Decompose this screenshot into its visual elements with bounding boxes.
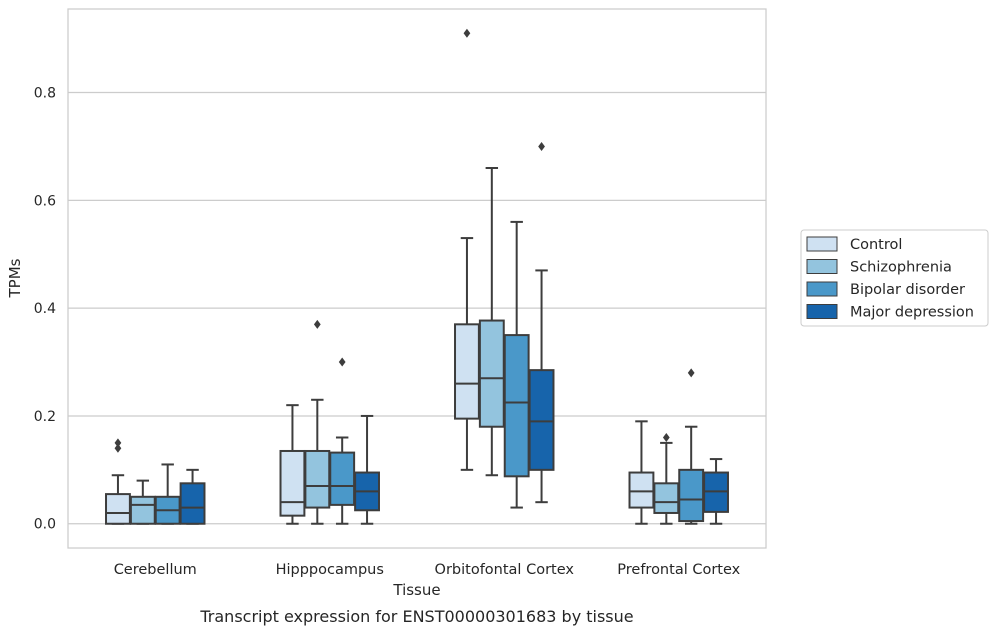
y-tick-label: 0.2 [34,409,56,425]
legend-swatch [806,259,838,274]
x-tick-label: Orbitofontal Cortex [435,562,575,578]
outlier-point [114,438,122,448]
legend-entry-label: Bipolar disorder [850,282,965,298]
box-orbitofontal-cortex-major-depression [528,141,555,504]
outlier-point [463,28,471,38]
box-hipppocampus-schizophrenia [304,319,331,525]
y-tick-label: 0.8 [34,86,56,102]
box-iqr [304,449,331,509]
box-hipppocampus-major-depression [354,414,380,525]
plot-frame [67,8,767,549]
outlier-point [313,319,321,329]
x-tick-label: Cerebellum [114,562,197,578]
legend-entry-label: Major depression [850,305,974,321]
outlier-point [538,141,545,151]
legend-entry-label: Schizophrenia [850,260,952,276]
y-tick-label: 0.0 [34,517,56,533]
box-iqr [628,471,655,509]
legend-swatch [806,304,838,319]
box-iqr [478,319,505,428]
box-iqr [279,449,306,517]
box-iqr [653,482,680,514]
box-prefrontal-cortex-schizophrenia [653,433,680,525]
legend-entry-label: Control [850,237,902,253]
box-iqr [105,493,131,525]
legend-swatch [806,281,838,297]
y-tick-label: 0.4 [34,301,56,317]
chart-caption: Transcript expression for ENST0000030168… [199,607,633,626]
box-hipppocampus-control [279,404,306,525]
outlier-point [687,368,695,378]
x-axis-ticks: Cerebellum Hipppocampus Orbitofontal Corte… [114,562,741,578]
y-axis-label: TPMs [6,258,24,298]
box-prefrontal-cortex-major-depression [703,458,729,525]
legend: Control Schizophrenia Bipolar disorder Majo… [800,229,989,327]
outlier-point [662,433,670,443]
box-iqr [528,369,555,471]
gridlines [68,91,766,525]
box-cerebellum-schizophrenia [129,479,156,525]
box-cerebellum-control [105,438,131,525]
boxes [105,28,729,525]
box-iqr [678,468,705,523]
y-axis-ticks: 0.0 0.2 0.4 0.6 0.8 [34,86,56,533]
box-orbitofontal-cortex-control [454,28,480,471]
box-iqr [129,495,156,525]
legend-swatch [806,236,838,252]
box-orbitofontal-cortex-bipolar-disorder [503,220,530,509]
x-tick-label: Prefrontal Cortex [617,562,740,578]
x-axis-label: Tissue [392,581,440,599]
box-iqr [503,334,530,478]
y-tick-label: 0.6 [34,193,56,209]
outlier-point [114,443,122,453]
box-cerebellum-major-depression [179,468,206,525]
box-iqr [179,482,206,525]
box-hipppocampus-bipolar-disorder [329,357,356,525]
box-cerebellum-bipolar-disorder [154,463,181,525]
outlier-point [338,357,346,367]
box-iqr [454,323,480,420]
box-orbitofontal-cortex-schizophrenia [478,167,505,477]
box-iqr [329,451,356,506]
x-tick-label: Hipppocampus [276,562,384,578]
box-prefrontal-cortex-control [628,420,655,525]
legend-frame [800,229,989,327]
box-prefrontal-cortex-bipolar-disorder [678,368,705,525]
